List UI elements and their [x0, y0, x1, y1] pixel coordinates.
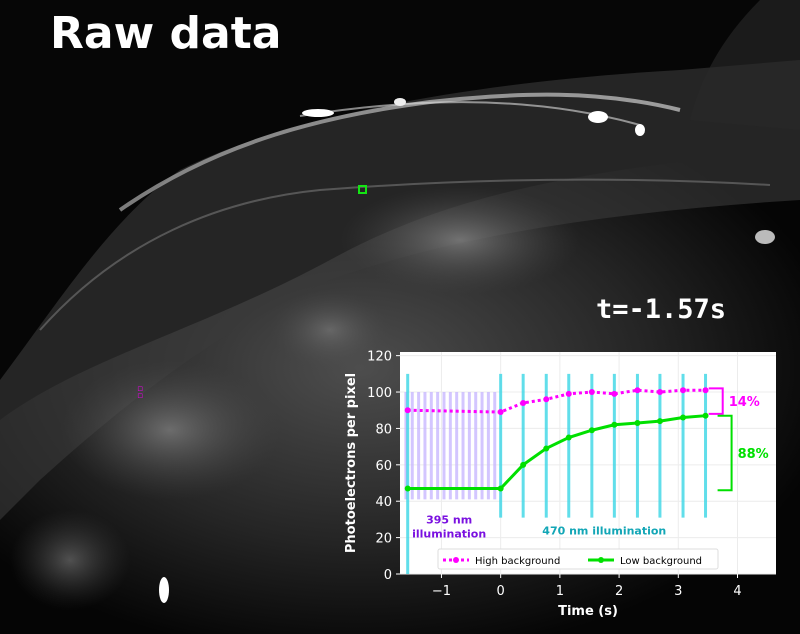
- data-point-low: [404, 485, 411, 492]
- data-point-high: [565, 390, 572, 397]
- data-point-low: [702, 412, 709, 419]
- bracket-label: 88%: [738, 447, 769, 462]
- data-point-high: [497, 409, 504, 416]
- data-point-high: [611, 390, 618, 397]
- legend-swatch-marker: [453, 557, 459, 563]
- x-axis-label: Time (s): [558, 604, 618, 619]
- data-point-low: [520, 461, 527, 468]
- legend-swatch-marker: [598, 557, 604, 563]
- data-point-high: [634, 387, 641, 394]
- y-tick-label: 0: [384, 568, 392, 583]
- y-axis-label: Photoelectrons per pixel: [344, 373, 359, 553]
- bracket-line: [717, 414, 733, 492]
- x-tick-label: 3: [674, 584, 682, 599]
- data-point-high: [656, 389, 663, 396]
- roi-low-background-marker: [358, 185, 367, 194]
- x-tick-label: 4: [733, 584, 741, 599]
- data-point-high: [520, 399, 527, 406]
- data-point-high: [588, 389, 595, 396]
- bracket-label: 14%: [729, 395, 760, 410]
- data-point-high: [543, 396, 550, 403]
- annotation-label: 470 nm illumination: [542, 524, 666, 537]
- data-point-low: [497, 485, 504, 492]
- data-point-low: [680, 414, 687, 421]
- y-tick-label: 120: [367, 350, 392, 365]
- x-tick-label: −1: [432, 584, 451, 599]
- legend: High background Low background: [437, 548, 719, 570]
- violet-pulses: [404, 392, 497, 500]
- data-point-high: [404, 407, 411, 414]
- x-tick-label: 1: [556, 584, 564, 599]
- timestamp-label: t=-1.57s: [596, 294, 727, 325]
- roi-high-background-marker: ▫ ▫: [137, 384, 144, 401]
- data-point-low: [634, 419, 641, 426]
- annotation-label: 395 nm: [426, 513, 472, 526]
- legend-label: Low background: [620, 556, 702, 567]
- x-tick-label: 0: [497, 584, 505, 599]
- y-tick-label: 20: [375, 532, 392, 547]
- y-tick-label: 60: [375, 459, 392, 474]
- x-tick-label: 2: [615, 584, 623, 599]
- data-point-high: [702, 387, 709, 394]
- data-point-high: [680, 387, 687, 394]
- data-point-low: [656, 418, 663, 425]
- bracket-line: [708, 387, 724, 415]
- y-tick-label: 100: [367, 386, 392, 401]
- y-tick-label: 40: [375, 495, 392, 510]
- y-tick-label: 80: [375, 422, 392, 437]
- annotation-label-line2: illumination: [412, 527, 486, 540]
- data-point-low: [611, 421, 618, 428]
- series-lines: [404, 387, 709, 492]
- brackets: 14% 88%: [708, 387, 769, 492]
- page-title: Raw data: [50, 8, 282, 59]
- data-point-low: [565, 434, 572, 441]
- data-point-low: [543, 445, 550, 452]
- legend-label: High background: [475, 556, 560, 567]
- data-point-low: [588, 427, 595, 434]
